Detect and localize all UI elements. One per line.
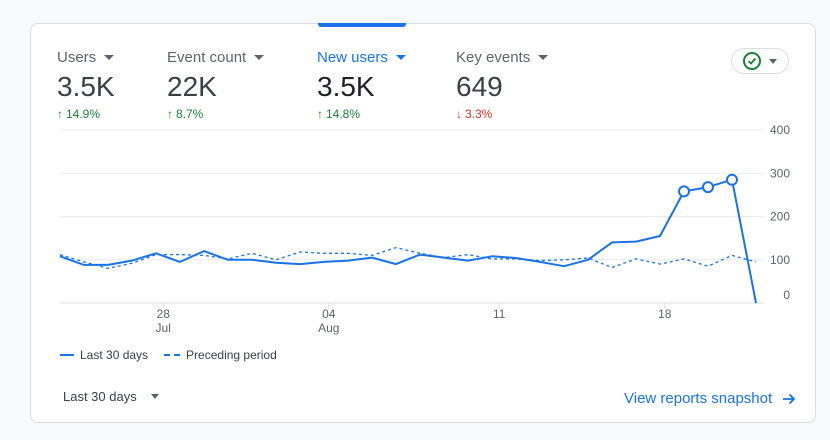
caret-down-icon (395, 54, 406, 60)
legend-item-last-30-days: Last 30 days (60, 348, 148, 362)
chevron-down-icon (769, 58, 777, 64)
legend-item-preceding-period: Preceding period (164, 348, 277, 362)
metric-key-events[interactable]: Key events 649 ↓ 3.3% (456, 47, 549, 121)
data-point-marker (702, 181, 714, 194)
arrow-up-icon: ↑ (57, 107, 63, 121)
metric-value: 3.5K (317, 71, 375, 102)
data-point-marker (726, 173, 738, 186)
metric-label: Event count (167, 48, 247, 66)
date-range-label: Last 30 days (63, 389, 137, 404)
metric-value: 22K (167, 71, 217, 102)
y-tick-label: 300 (770, 166, 790, 180)
metric-label: New users (317, 48, 388, 66)
data-point-marker (678, 185, 690, 198)
summary-card (30, 23, 816, 423)
y-tick-label: 400 (770, 123, 790, 137)
metric-event-count[interactable]: Event count 22K ↑ 8.7% (167, 47, 265, 121)
active-metric-indicator (318, 23, 406, 27)
date-range-dropdown[interactable]: Last 30 days (63, 389, 159, 404)
metric-change-value: 14.9% (66, 107, 101, 121)
link-label: View reports snapshot (624, 390, 773, 407)
legend-label: Last 30 days (80, 348, 149, 362)
x-tick-label: 18 (658, 307, 672, 321)
status-dropdown-button[interactable] (731, 48, 789, 74)
x-tick-label: 11 (493, 307, 506, 321)
caret-down-icon (254, 54, 265, 60)
metric-label-dropdown[interactable]: Key events (456, 47, 549, 67)
metric-change: ↑ 8.7% (167, 107, 264, 121)
caret-down-icon (104, 54, 115, 60)
metric-label-dropdown[interactable]: Event count (167, 47, 265, 67)
arrow-up-icon: ↑ (167, 107, 173, 121)
x-tick-month-label: Aug (318, 321, 339, 335)
caret-down-icon (538, 54, 549, 60)
x-tick-label: 28 (157, 307, 171, 321)
y-tick-label: 100 (770, 253, 790, 267)
metric-users[interactable]: Users 3.5K ↑ 14.9% (57, 47, 115, 122)
chart-legend: Last 30 days Preceding period (60, 348, 277, 362)
series-line-last-30-days (59, 178, 757, 304)
view-reports-snapshot-link[interactable]: View reports snapshot (624, 390, 796, 407)
metric-new-users[interactable]: New users 3.5K ↑ 14.8% (317, 47, 406, 121)
x-tick-label: 04 (322, 307, 336, 321)
metric-change-value: 14.8% (326, 107, 361, 121)
metric-change: ↑ 14.8% (317, 107, 406, 121)
y-tick-label: 200 (770, 210, 790, 224)
y-tick-label: 0 (783, 288, 790, 302)
arrow-right-icon (783, 393, 796, 404)
legend-label: Preceding period (186, 348, 277, 362)
metric-value: 3.5K (57, 71, 115, 102)
series-line-preceding-period (59, 246, 757, 270)
metric-change: ↓ 3.3% (456, 107, 548, 121)
legend-dashed-swatch (164, 354, 181, 356)
metric-label: Key events (456, 48, 531, 66)
metric-label-dropdown[interactable]: Users (57, 47, 115, 67)
metric-change-value: 8.7% (176, 107, 204, 121)
legend-solid-swatch (60, 354, 74, 356)
check-circle-icon (743, 52, 761, 70)
caret-down-icon (150, 394, 159, 399)
arrow-up-icon: ↑ (317, 107, 323, 121)
metric-change: ↑ 14.9% (57, 107, 115, 121)
metric-label-dropdown[interactable]: New users (317, 47, 406, 67)
metric-label: Users (57, 48, 97, 66)
x-tick-month-label: Jul (156, 321, 171, 335)
arrow-down-icon: ↓ (456, 107, 462, 121)
metric-change-value: 3.3% (465, 107, 493, 121)
metric-value: 649 (456, 71, 503, 102)
